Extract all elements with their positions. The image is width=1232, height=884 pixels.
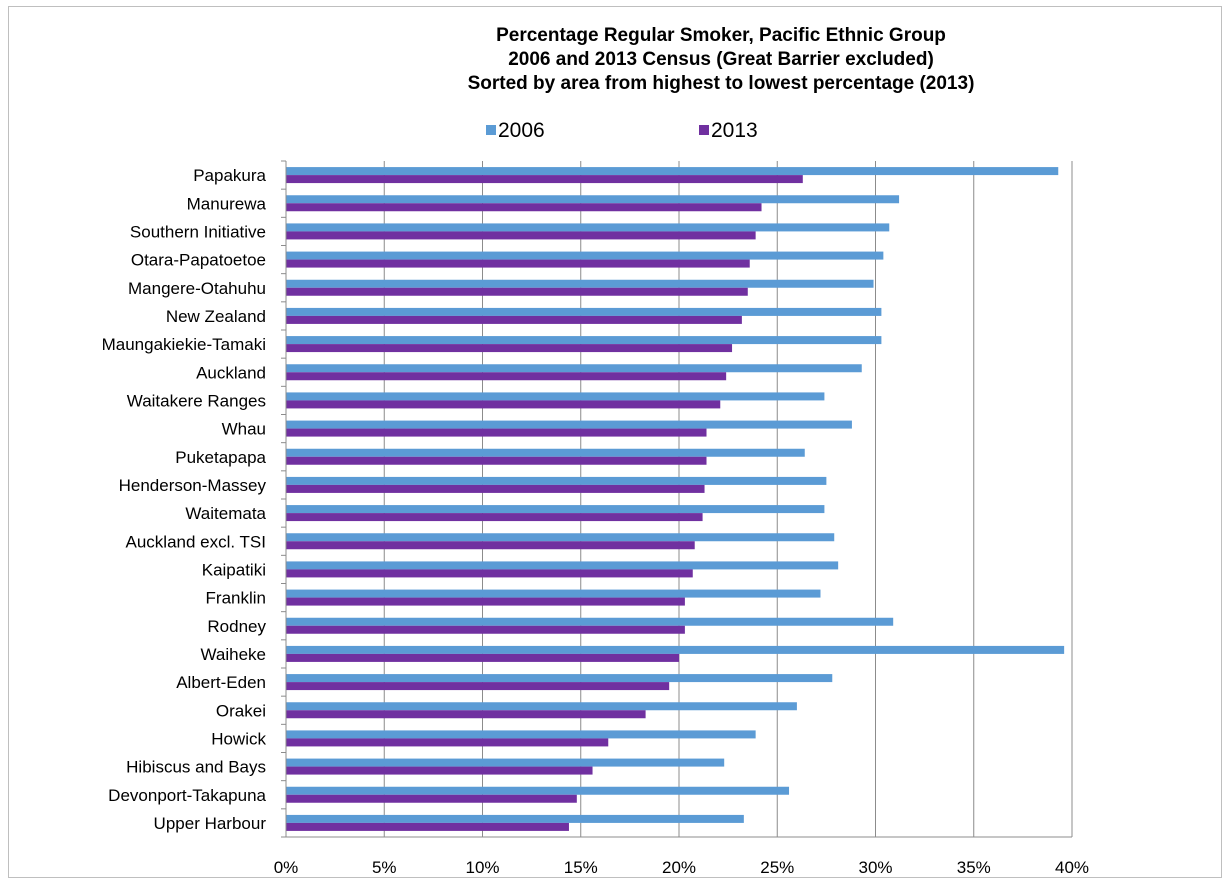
x-tick-label: 30% [858, 858, 892, 877]
category-labels: Papakura Manurewa Southern Initiative Otara… [102, 166, 267, 833]
bar-2013-13 [286, 541, 695, 550]
x-tick-label: 35% [957, 858, 991, 877]
category-label: Albert-Eden [176, 673, 266, 692]
x-tick-label: 25% [760, 858, 794, 877]
category-label: Southern Initiative [130, 222, 266, 241]
bar-2006-13 [286, 533, 835, 542]
bar-2013-7 [286, 372, 727, 381]
bar-2006-22 [286, 786, 790, 795]
category-label: Otara-Papatoetoe [131, 251, 266, 270]
x-tick-label: 0% [274, 858, 299, 877]
bar-2006-7 [286, 364, 862, 373]
category-label: Manurewa [187, 194, 267, 213]
legend-swatch-2013 [699, 125, 709, 135]
bar-2006-18 [286, 674, 833, 683]
category-label: Orakei [216, 701, 266, 720]
category-label: Waitakere Ranges [127, 391, 266, 410]
bar-2006-21 [286, 758, 725, 767]
bar-2013-5 [286, 315, 742, 324]
category-label: Mangere-Otahuhu [128, 279, 266, 298]
legend-label-2006: 2006 [498, 119, 545, 142]
bar-2013-6 [286, 344, 733, 353]
bar-2006-11 [286, 476, 827, 485]
category-label: Auckland [196, 363, 266, 382]
bar-2013-9 [286, 428, 707, 437]
tick-labels: 0% 5% 10% 15% 20% 25% 30% 35% 40% [274, 858, 1089, 877]
bar-2006-20 [286, 730, 756, 739]
category-label: New Zealand [166, 307, 266, 326]
bar-2006-4 [286, 279, 874, 288]
x-tick-label: 5% [372, 858, 397, 877]
category-label: Kaipatiki [202, 560, 266, 579]
bar-2006-17 [286, 645, 1065, 654]
chart-title-line-3: Sorted by area from highest to lowest pe… [468, 73, 975, 94]
bar-2006-12 [286, 505, 825, 514]
category-label: Franklin [206, 589, 266, 608]
bar-2006-2 [286, 223, 890, 232]
x-tick-label: 15% [564, 858, 598, 877]
chart-frame: Percentage Regular Smoker, Pacific Ethni… [8, 6, 1222, 878]
category-label: Maungakiekie-Tamaki [102, 335, 266, 354]
bar-2013-2 [286, 231, 756, 240]
bar-2006-10 [286, 448, 805, 457]
bar-2006-3 [286, 251, 884, 260]
bar-2013-20 [286, 738, 609, 747]
bar-2013-12 [286, 513, 703, 522]
bar-2013-10 [286, 456, 707, 465]
bar-2013-22 [286, 794, 577, 803]
category-label: Hibiscus and Bays [126, 758, 266, 777]
category-label: Howick [211, 729, 266, 748]
category-label: Auckland excl. TSI [126, 532, 266, 551]
bar-chart: Percentage Regular Smoker, Pacific Ethni… [102, 25, 1089, 877]
bars [286, 167, 1065, 831]
category-label: Devonport-Takapuna [108, 786, 266, 805]
bar-2013-19 [286, 710, 646, 719]
bar-2006-14 [286, 561, 839, 570]
chart-title-line-2: 2006 and 2013 Census (Great Barrier excl… [508, 49, 934, 70]
bar-2013-15 [286, 597, 685, 606]
bar-2013-21 [286, 766, 593, 775]
category-label: Papakura [193, 166, 266, 185]
axes [281, 160, 1072, 838]
bar-2013-4 [286, 287, 748, 296]
legend-swatch-2006 [486, 125, 496, 135]
bar-2006-8 [286, 392, 825, 401]
chart-title: Percentage Regular Smoker, Pacific Ethni… [468, 25, 975, 94]
chart-title-line-1: Percentage Regular Smoker, Pacific Ethni… [496, 25, 946, 46]
bar-2006-23 [286, 814, 744, 823]
category-label: Upper Harbour [154, 814, 267, 833]
gridlines [383, 161, 1073, 837]
bar-2013-3 [286, 259, 750, 268]
chart-legend: 2006 2013 [486, 119, 758, 142]
bar-2006-6 [286, 336, 882, 345]
x-tick-label: 10% [465, 858, 499, 877]
bar-2006-0 [286, 167, 1059, 176]
bar-2006-15 [286, 589, 821, 598]
category-label: Henderson-Massey [119, 476, 267, 495]
bar-2006-19 [286, 702, 797, 711]
category-label: Rodney [207, 617, 266, 636]
x-tick-label: 40% [1055, 858, 1089, 877]
bar-2006-5 [286, 307, 882, 316]
bar-2006-1 [286, 195, 900, 204]
category-label: Waitemata [185, 504, 266, 523]
bar-2013-16 [286, 625, 685, 634]
bar-2013-14 [286, 569, 693, 578]
bar-2013-1 [286, 203, 762, 212]
bar-2013-18 [286, 682, 670, 691]
category-label: Waiheke [200, 645, 266, 664]
category-label: Whau [222, 420, 266, 439]
bar-2013-8 [286, 400, 721, 409]
bar-2006-16 [286, 617, 894, 626]
bar-2013-23 [286, 822, 569, 831]
bar-2013-11 [286, 484, 705, 493]
bar-2013-17 [286, 653, 679, 662]
bar-2006-9 [286, 420, 852, 429]
bar-2013-0 [286, 175, 803, 184]
x-tick-label: 20% [662, 858, 696, 877]
category-label: Puketapapa [175, 448, 266, 467]
legend-label-2013: 2013 [711, 119, 758, 142]
